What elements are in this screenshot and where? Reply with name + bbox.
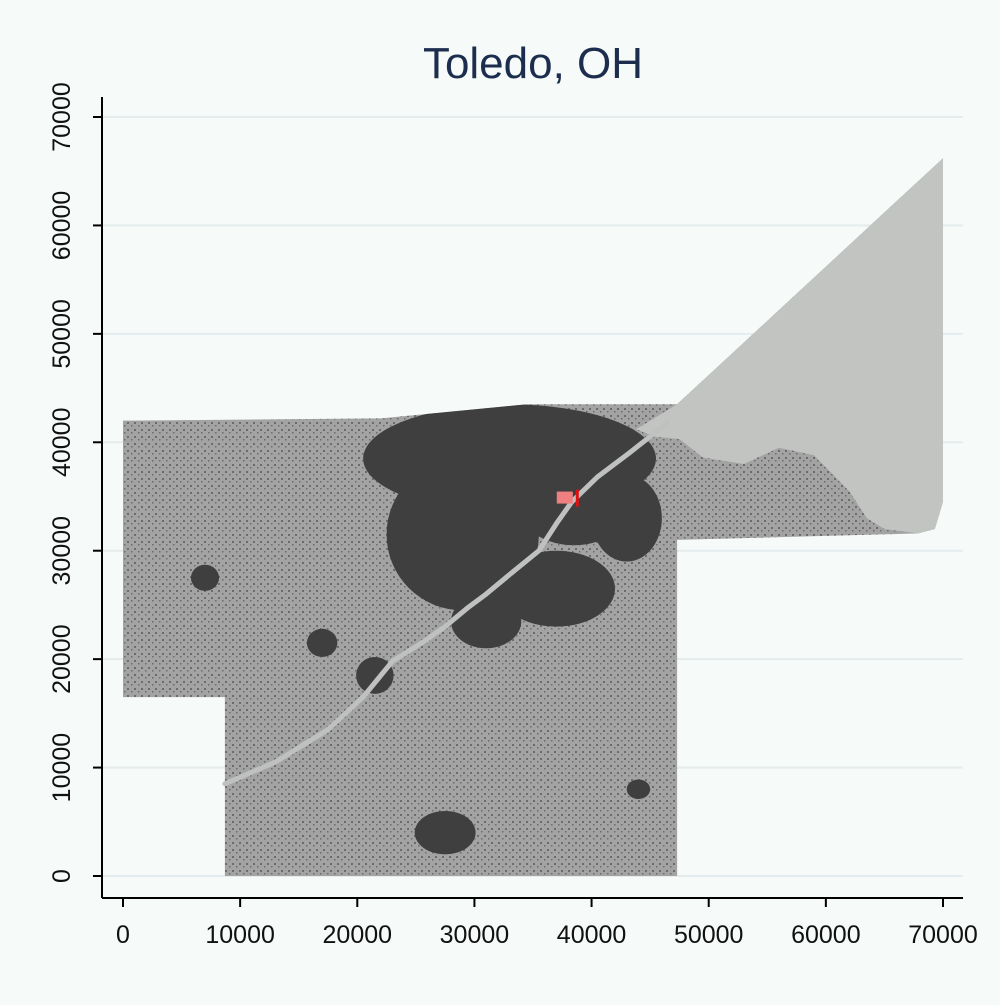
x-tick-label: 10000 bbox=[205, 921, 275, 949]
y-tick-label: 30000 bbox=[48, 516, 76, 586]
y-tick-label: 60000 bbox=[48, 191, 76, 261]
developed-area bbox=[190, 564, 220, 591]
developed-area bbox=[497, 550, 615, 627]
y-tick-label: 50000 bbox=[48, 299, 76, 369]
x-tick-label: 40000 bbox=[557, 921, 627, 949]
y-tick-label: 0 bbox=[48, 869, 76, 883]
developed-areas bbox=[190, 404, 662, 855]
y-tick-label: 20000 bbox=[48, 624, 76, 694]
y-tick-label: 70000 bbox=[48, 82, 76, 152]
x-tick-label: 30000 bbox=[440, 921, 510, 949]
map-layers bbox=[123, 158, 943, 876]
axes: 0 10000 20000 30000 40000 50000 60000 70000 0 100… bbox=[48, 82, 978, 949]
y-tick-label: 40000 bbox=[48, 408, 76, 478]
x-tick-label: 70000 bbox=[908, 921, 978, 949]
y-tick-label: 10000 bbox=[48, 733, 76, 803]
developed-area bbox=[306, 628, 338, 657]
point-of-interest-edge bbox=[575, 489, 579, 507]
developed-area bbox=[451, 594, 522, 649]
x-tick-label: 50000 bbox=[674, 921, 744, 949]
developed-area bbox=[626, 779, 651, 800]
x-tick-label: 20000 bbox=[323, 921, 393, 949]
developed-area bbox=[591, 474, 662, 562]
x-tick-label: 60000 bbox=[791, 921, 861, 949]
point-of-interest-marker bbox=[556, 491, 573, 504]
lake-region bbox=[636, 158, 943, 534]
developed-area bbox=[356, 656, 394, 694]
developed-area bbox=[414, 810, 476, 855]
x-tick-label: 0 bbox=[116, 921, 130, 949]
developed-area bbox=[386, 458, 539, 611]
river bbox=[222, 420, 671, 787]
chart-title: Toledo, OH bbox=[423, 39, 643, 88]
